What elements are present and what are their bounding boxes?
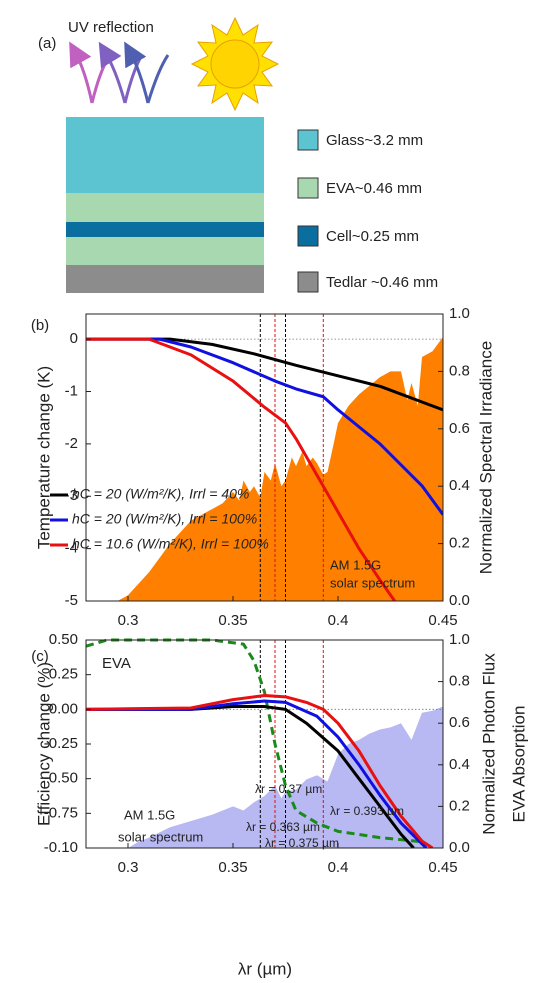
y2-tick-label: 0.0 xyxy=(449,839,470,856)
legend-label: Tedlar ~0.46 mm xyxy=(326,274,438,291)
marker-label: λr = 0.375 µm xyxy=(265,836,339,850)
y-tick-label: -5 xyxy=(65,592,78,609)
x-tick-label: 0.45 xyxy=(428,612,457,629)
panel-label: (a) xyxy=(38,35,56,52)
y2-tick-label: 0.2 xyxy=(449,535,470,552)
y-tick-label: -2 xyxy=(65,435,78,452)
y2-tick-label: 0.4 xyxy=(449,756,470,773)
legend-swatch xyxy=(297,177,319,199)
annotation: AM 1.5G xyxy=(330,557,381,572)
data-line xyxy=(86,337,443,412)
y2-tick-label: 0.8 xyxy=(449,362,470,379)
x-tick-label: 0.4 xyxy=(328,859,349,876)
legend-swatch xyxy=(297,271,319,293)
sun xyxy=(190,16,280,112)
series-label: EVA xyxy=(102,655,131,672)
y-axis-label: Temperature change (K) xyxy=(34,366,53,549)
y-tick-label: 0.25 xyxy=(49,666,78,683)
y-tick-label: -0.50 xyxy=(44,770,78,787)
y-tick-label: 0 xyxy=(70,330,78,347)
data-line xyxy=(86,705,415,848)
annotation: solar spectrum xyxy=(118,829,203,844)
y2-tick-label: 1.0 xyxy=(449,305,470,322)
legend-label: hC = 10.6 (W/m²/K), Irrl = 100% xyxy=(72,536,269,552)
layer-stack xyxy=(66,117,264,293)
y-axis-label: Efficiency change (%) xyxy=(34,662,53,826)
marker-label: λr = 0.363 µm xyxy=(246,820,320,834)
marker-label: λr = 0.393 µm xyxy=(330,804,404,818)
plot-area xyxy=(86,638,443,848)
x-axis-label: λr (µm) xyxy=(238,959,292,978)
y2-tick-label: 0.0 xyxy=(449,592,470,609)
data-line xyxy=(86,693,434,848)
legend-label: hC = 20 (W/m²/K), Irrl = 100% xyxy=(72,511,257,527)
uv-label: UV reflection xyxy=(68,19,154,36)
legend-label: Cell~0.25 mm xyxy=(326,228,419,245)
y-tick-label: -1 xyxy=(65,382,78,399)
spectrum-area xyxy=(117,336,443,601)
y2-tick-label: 0.2 xyxy=(449,797,470,814)
x-tick-label: 0.35 xyxy=(218,612,247,629)
data-line xyxy=(86,337,396,601)
x-tick-label: 0.45 xyxy=(428,859,457,876)
legend-label: EVA~0.46 mm xyxy=(326,180,422,197)
y2-axis-label: Normalized Spectral Irradiance xyxy=(476,341,495,574)
y2-tick-label: 1.0 xyxy=(449,631,470,648)
y3-axis-label: EVA Absorption xyxy=(509,706,528,823)
y2-tick-label: 0.6 xyxy=(449,420,470,437)
x-tick-label: 0.3 xyxy=(118,612,139,629)
x-tick-label: 0.35 xyxy=(218,859,247,876)
annotation: AM 1.5G xyxy=(124,807,175,822)
y-tick-label: 0.50 xyxy=(49,631,78,648)
y-tick-label: -0.25 xyxy=(44,735,78,752)
legend-label: Glass~3.2 mm xyxy=(326,132,423,149)
y2-tick-label: 0.8 xyxy=(449,673,470,690)
marker-label: λr = 0.37 µm xyxy=(255,782,322,796)
data-line xyxy=(86,638,423,844)
x-tick-label: 0.3 xyxy=(118,859,139,876)
y-tick-label: -0.75 xyxy=(44,804,78,821)
data-line xyxy=(86,337,443,516)
plot-area xyxy=(86,314,443,601)
data-line xyxy=(86,699,428,848)
uv-arrows xyxy=(69,41,170,104)
y2-tick-label: 0.4 xyxy=(449,477,470,494)
y2-tick-label: 0.6 xyxy=(449,714,470,731)
panel-label: (c) xyxy=(31,648,49,665)
plot-frame xyxy=(85,313,444,602)
y-tick-label: -0.10 xyxy=(44,839,78,856)
legend-label: hC = 20 (W/m²/K), Irrl = 40% xyxy=(72,486,249,502)
panel-label: (b) xyxy=(31,317,49,334)
spectrum-area xyxy=(128,706,443,848)
annotation: solar spectrum xyxy=(330,575,415,590)
legend-swatch xyxy=(297,129,319,151)
y2-axis-label: Normalized Photon Flux xyxy=(479,653,498,835)
legend-swatch xyxy=(297,225,319,247)
x-tick-label: 0.4 xyxy=(328,612,349,629)
y-tick-label: -3 xyxy=(65,487,78,504)
y-tick-label: 0.00 xyxy=(49,700,78,717)
